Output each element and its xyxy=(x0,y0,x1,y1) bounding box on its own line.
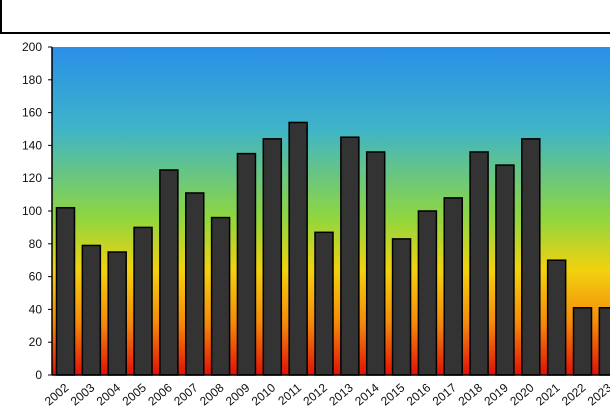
x-tick-label-2021: 2021 xyxy=(533,380,563,408)
x-tick-label-2010: 2010 xyxy=(249,380,279,408)
bar-2008 xyxy=(210,216,231,376)
x-tick-label-2013: 2013 xyxy=(326,380,356,408)
bar-2002 xyxy=(55,206,76,376)
bar-2022 xyxy=(572,307,593,376)
x-tick-label-2014: 2014 xyxy=(352,380,382,408)
y-tick-label: 60 xyxy=(29,270,43,284)
bar-2015 xyxy=(391,238,412,376)
bar-2004 xyxy=(107,251,127,376)
x-tick-label-2002: 2002 xyxy=(42,380,72,408)
x-tick-label-2003: 2003 xyxy=(68,380,98,408)
y-tick-label: 40 xyxy=(29,302,43,316)
x-tick-label-2022: 2022 xyxy=(559,380,589,408)
y-tick-label: 140 xyxy=(22,138,42,152)
bar-2017 xyxy=(443,197,463,376)
x-tick-label-2009: 2009 xyxy=(223,380,253,408)
x-tick-label-2016: 2016 xyxy=(404,380,434,408)
bar-2011 xyxy=(288,121,308,376)
y-tick-label: 80 xyxy=(29,237,43,251)
x-tick-label-2007: 2007 xyxy=(171,380,201,408)
x-tick-label-2012: 2012 xyxy=(300,380,330,408)
x-tick-label-2015: 2015 xyxy=(378,380,408,408)
bar-2021 xyxy=(546,259,567,376)
bar-2019 xyxy=(495,164,515,376)
bar-2014 xyxy=(365,151,386,376)
x-tick-label-2005: 2005 xyxy=(120,380,150,408)
bar-2007 xyxy=(185,192,205,376)
x-tick-label-2008: 2008 xyxy=(197,380,227,408)
x-tick-label-2019: 2019 xyxy=(481,380,511,408)
bar-2023 xyxy=(598,307,610,376)
bar-2010 xyxy=(262,138,283,376)
bar-2016 xyxy=(417,210,438,376)
x-tick-label-2020: 2020 xyxy=(507,380,537,408)
y-tick-label: 180 xyxy=(22,73,42,87)
bar-2018 xyxy=(469,151,489,376)
bar-2020 xyxy=(521,138,541,376)
bar-2006 xyxy=(159,169,179,376)
bar-2005 xyxy=(133,226,153,376)
x-tick-label-2018: 2018 xyxy=(456,380,486,408)
x-tick-label-2023: 2023 xyxy=(585,380,610,408)
bar-2012 xyxy=(314,231,334,376)
y-axis: 0 20 40 60 80 100 120 140 160 180 200 xyxy=(22,40,52,382)
y-tick-label: 100 xyxy=(22,204,42,218)
y-tick-label: 160 xyxy=(22,106,42,120)
y-tick-label: 200 xyxy=(22,40,42,54)
bar-2013 xyxy=(340,136,360,376)
x-tick-label-2006: 2006 xyxy=(145,380,175,408)
y-tick-label: 20 xyxy=(29,335,43,349)
x-tick-label-2004: 2004 xyxy=(94,380,124,408)
y-tick-label: 0 xyxy=(35,368,42,382)
y-tick-label: 120 xyxy=(22,171,42,185)
x-tick-label-2017: 2017 xyxy=(430,380,460,408)
bar-2009 xyxy=(236,152,257,376)
bar-2003 xyxy=(81,244,102,376)
top-frame xyxy=(0,0,610,34)
x-tick-label-2011: 2011 xyxy=(275,380,304,408)
x-axis: 2002200320042005200620072008200920102011… xyxy=(42,380,610,408)
